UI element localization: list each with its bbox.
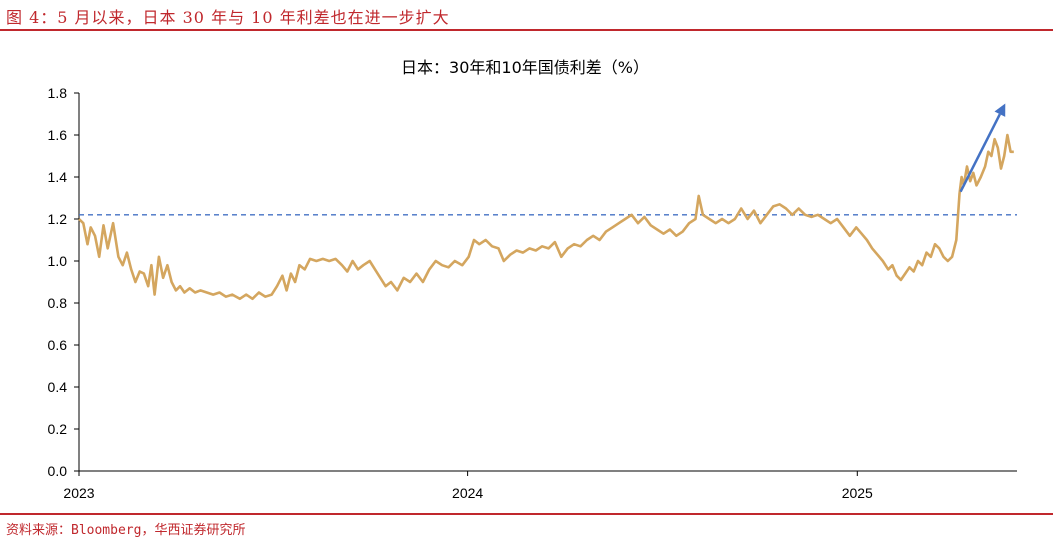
chart-title: 日本：30年和10年国债利差（%） xyxy=(401,58,649,77)
x-axis: 2023 2024 2025 xyxy=(63,470,1017,501)
trend-arrow-head xyxy=(994,103,1006,117)
y-tick-label: 0.2 xyxy=(48,421,68,437)
source-note: 资料来源：Bloomberg，华西证券研究所 xyxy=(6,523,246,538)
top-rule xyxy=(0,29,1053,31)
series-line xyxy=(78,133,1014,301)
y-tick-label: 1.4 xyxy=(48,169,68,185)
y-tick-label: 0.8 xyxy=(48,295,68,311)
figure-title: 图 4：5 月以来，日本 30 年与 10 年利差也在进一步扩大 xyxy=(6,8,450,27)
x-tick-label: 2023 xyxy=(63,485,94,501)
y-tick-label: 1.2 xyxy=(48,211,68,227)
bottom-rule xyxy=(0,513,1053,515)
y-tick-label: 0.6 xyxy=(48,337,68,353)
x-tick-label: 2025 xyxy=(842,485,873,501)
y-tick-label: 0.0 xyxy=(48,463,68,479)
y-axis: 0.0 0.2 0.4 0.6 0.8 1.0 1.2 1.4 1.6 1.8 xyxy=(48,85,80,479)
y-tick-label: 1.6 xyxy=(48,127,68,143)
x-tick-label: 2024 xyxy=(452,485,483,501)
y-tick-label: 1.8 xyxy=(48,85,68,101)
trend-arrow xyxy=(959,113,1001,193)
y-tick-label: 0.4 xyxy=(48,379,68,395)
y-tick-label: 1.0 xyxy=(48,253,68,269)
